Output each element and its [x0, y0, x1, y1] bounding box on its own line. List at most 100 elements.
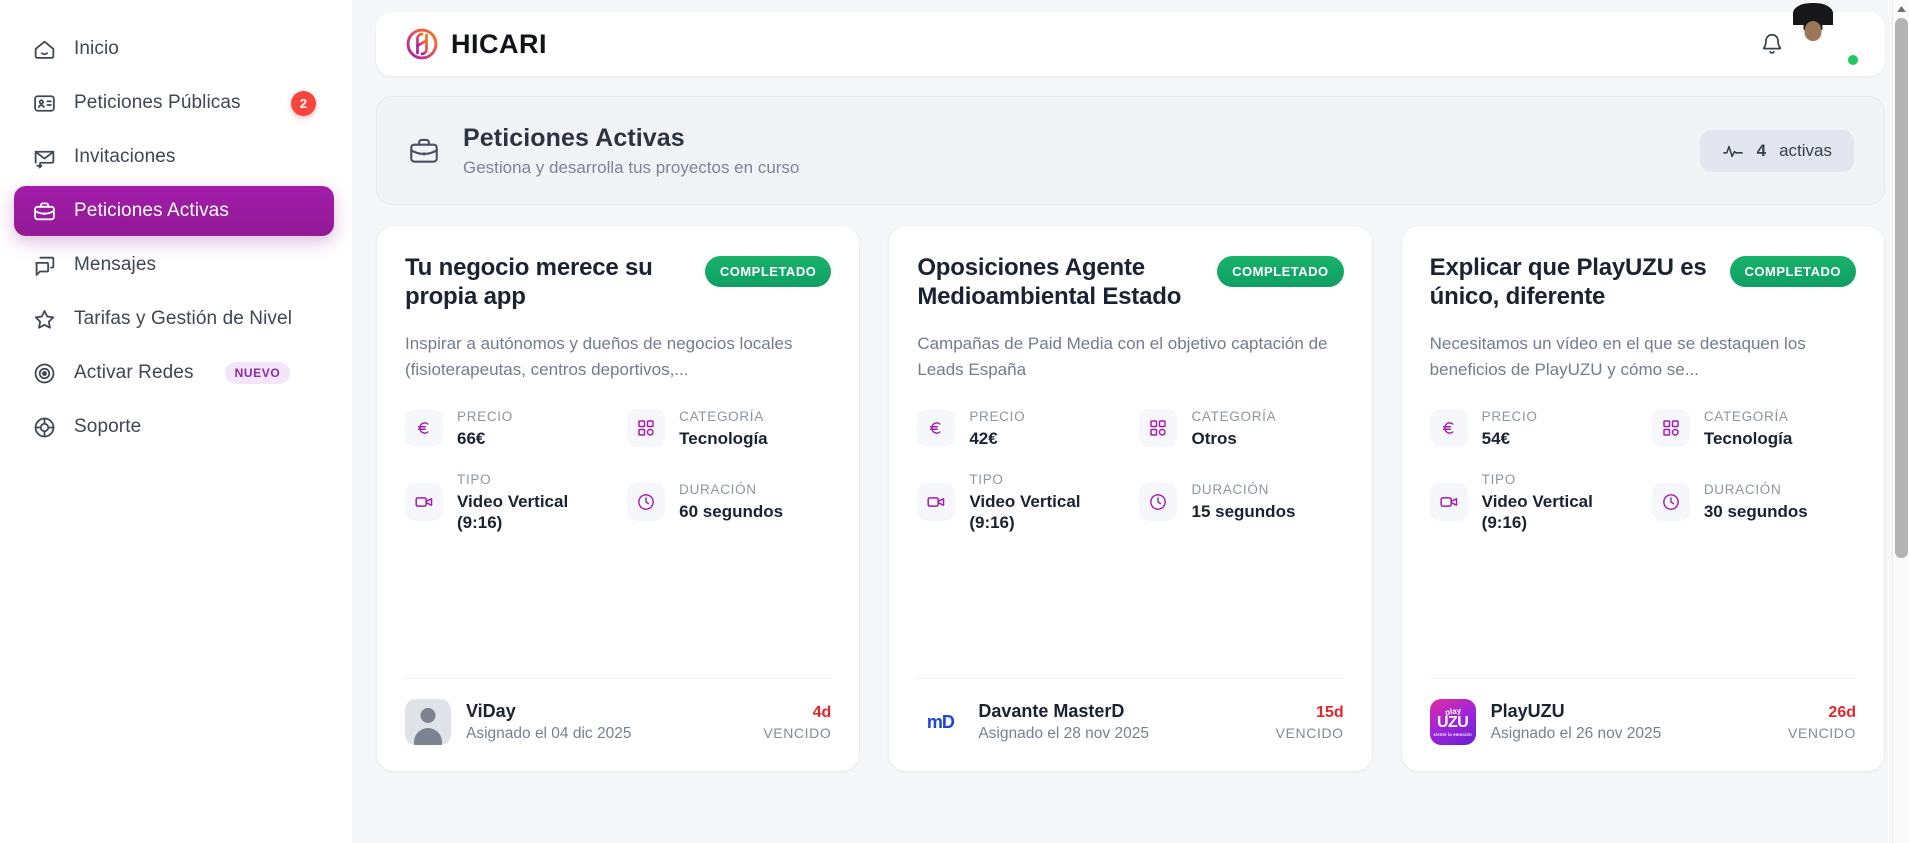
scrollbar-thumb[interactable] [1895, 18, 1908, 558]
meta-duration-text: DURACIÓN 60 segundos [679, 481, 783, 522]
meta-value: 60 segundos [679, 502, 784, 522]
sidebar-item-peticiones-activas[interactable]: Peticiones Activas [14, 186, 334, 236]
card-meta-grid: PRECIO 54€ [1429, 408, 1856, 534]
card-description: Inspirar a autónomos y dueños de negocio… [405, 333, 793, 380]
star-icon [32, 307, 57, 332]
status-badge: COMPLETADO [1729, 256, 1856, 288]
sidebar-item-activar-redes[interactable]: Activar Redes NUEVO [14, 348, 334, 398]
request-card[interactable]: Oposiciones Agente Medioambiental Estado… [888, 225, 1373, 773]
meta-label: CATEGORÍA [1191, 408, 1277, 424]
card-brand-name: PlayUZU [1490, 701, 1565, 722]
card-brand-name: Davante MasterD [978, 701, 1125, 722]
playuzu-logo: play UZU siente la emoción [1429, 699, 1476, 746]
sidebar-item-label: Inicio [74, 38, 119, 59]
meta-value: 66€ [457, 428, 486, 448]
meta-value: 30 segundos [1703, 502, 1808, 522]
bell-icon[interactable] [1759, 31, 1785, 57]
grid-squares-icon [627, 409, 666, 448]
active-count-label: activas [1779, 140, 1832, 160]
clock-icon [1651, 483, 1690, 522]
card-footer: ViDay Asignado el 04 dic 2025 4d VENCIDO [405, 678, 832, 771]
pulse-icon [1722, 141, 1744, 161]
meta-value: Video Vertical (9:16) [969, 491, 1081, 533]
meta-duration-text: DURACIÓN 15 segundos [1191, 481, 1295, 522]
meta-value: Video Vertical (9:16) [1481, 491, 1593, 533]
request-card[interactable]: Explicar que PlayUZU es único, diferente… [1400, 225, 1885, 773]
meta-type: TIPO Video Vertical (9:16) [1429, 471, 1634, 534]
page-title: Peticiones Activas [463, 124, 685, 152]
meta-value: Video Vertical (9:16) [457, 491, 569, 533]
card-title: Explicar que PlayUZU es único, diferente [1429, 254, 1707, 310]
meta-label: PRECIO [457, 408, 513, 424]
card-deadline: 15d VENCIDO [1276, 704, 1344, 741]
card-deadline-state: VENCIDO [763, 724, 832, 741]
page-header-panel: Peticiones Activas Gestiona y desarrolla… [376, 96, 1885, 206]
avatar[interactable] [1793, 3, 1860, 67]
meta-value: 54€ [1481, 428, 1511, 448]
meta-label: TIPO [1481, 471, 1516, 487]
card-title: Oposiciones Agente Medioambiental Estado [917, 254, 1182, 310]
online-status-dot [1846, 53, 1860, 67]
sidebar-item-label: Soporte [74, 416, 142, 437]
page-header-text: Peticiones Activas Gestiona y desarrolla… [463, 123, 799, 178]
request-card[interactable]: Tu negocio merece su propia app COMPLETA… [376, 225, 861, 773]
sidebar-item-label: Peticiones Públicas [74, 92, 241, 113]
meta-value: Tecnología [1703, 428, 1793, 448]
card-footer: mD Davante MasterD Asignado el 28 nov 20… [917, 678, 1344, 771]
sidebar-item-tarifas[interactable]: Tarifas y Gestión de Nivel [14, 294, 334, 344]
scroll-up-arrow[interactable] [1893, 0, 1909, 17]
meta-price-text: PRECIO 54€ [1482, 408, 1538, 449]
video-camera-icon [917, 483, 956, 522]
card-footer: play UZU siente la emoción PlayUZU Asign… [1429, 678, 1856, 771]
clock-icon [1139, 483, 1178, 522]
grid-squares-icon [1651, 409, 1690, 448]
active-count-pill[interactable]: 4 activas [1699, 129, 1854, 172]
card-brand-name: ViDay [466, 701, 516, 722]
sidebar-item-mensajes[interactable]: Mensajes [14, 240, 334, 290]
card-brand-info: ViDay Asignado el 04 dic 2025 [466, 701, 631, 743]
brand-name: HICARI [451, 28, 547, 59]
sidebar-item-label: Mensajes [74, 254, 157, 275]
meta-label: DURACIÓN [1191, 482, 1270, 498]
card-header: Tu negocio merece su propia app COMPLETA… [405, 254, 832, 311]
meta-value: Tecnología [679, 428, 768, 448]
meta-category: CATEGORÍA Otros [1139, 408, 1343, 449]
meta-label: DURACIÓN [679, 482, 757, 498]
sidebar-item-soporte[interactable]: Soporte [14, 402, 334, 452]
meta-price-text: PRECIO 42€ [969, 408, 1025, 449]
card-meta-grid: PRECIO 66€ [405, 408, 831, 534]
card-meta-grid: PRECIO 42€ [917, 408, 1343, 534]
card-description: Necesitamos un vídeo en el que se destaq… [1429, 333, 1806, 380]
meta-value: Otros [1191, 428, 1237, 448]
page-scrollbar[interactable] [1892, 0, 1909, 843]
card-assigned-date: Asignado el 26 nov 2025 [1490, 725, 1662, 743]
active-count: 4 [1756, 140, 1767, 160]
card-deadline: 26d VENCIDO [1788, 704, 1856, 741]
card-deadline-state: VENCIDO [1788, 724, 1856, 741]
meta-label: DURACIÓN [1703, 482, 1782, 498]
sidebar-item-label: Peticiones Activas [74, 200, 229, 221]
sidebar-item-label: Activar Redes [74, 362, 194, 383]
masterd-logo: mD [917, 699, 964, 746]
meta-duration-text: DURACIÓN 30 segundos [1704, 481, 1808, 522]
sidebar-item-peticiones-publicas[interactable]: Peticiones Públicas 2 [14, 78, 334, 128]
sidebar-item-label: Invitaciones [74, 146, 176, 167]
card-deadline-state: VENCIDO [1275, 724, 1344, 741]
meta-category: CATEGORÍA Tecnología [627, 408, 831, 449]
status-badge: COMPLETADO [1217, 256, 1344, 288]
meta-type-text: TIPO Video Vertical (9:16) [969, 471, 1121, 534]
video-camera-icon [1429, 483, 1468, 522]
meta-duration: DURACIÓN 30 segundos [1651, 471, 1856, 534]
clock-icon [627, 483, 666, 522]
video-camera-icon [405, 483, 443, 522]
sidebar-item-invitaciones[interactable]: Invitaciones [14, 132, 334, 182]
sidebar-item-inicio[interactable]: Inicio [14, 24, 334, 74]
meta-duration: DURACIÓN 60 segundos [627, 471, 831, 534]
chat-bubbles-icon [32, 253, 57, 278]
meta-label: TIPO [457, 471, 492, 487]
sidebar-badge-nuevo: NUEVO [224, 362, 291, 384]
page-subtitle: Gestiona y desarrolla tus proyectos en c… [463, 158, 800, 178]
card-brand-info: Davante MasterD Asignado el 28 nov 2025 [978, 701, 1149, 743]
brand[interactable]: HICARI [404, 26, 547, 62]
